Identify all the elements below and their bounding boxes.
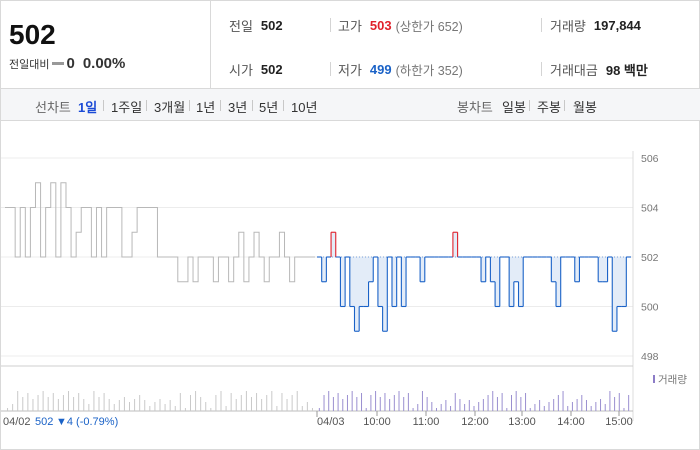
high-value: 503 bbox=[369, 17, 392, 33]
divider bbox=[541, 62, 542, 76]
candle-chart-label: 봉차트 bbox=[457, 100, 493, 115]
tab-divider bbox=[146, 100, 147, 111]
line-chart-label: 선차트 bbox=[35, 100, 71, 115]
tab-daily-candle[interactable]: 일봉 bbox=[502, 100, 526, 115]
y-tick-label: 502 bbox=[641, 252, 659, 264]
current-price: 502 bbox=[9, 19, 56, 50]
change-row: 전일대비 0 0.00% bbox=[9, 55, 125, 72]
prev-day-close: 502 bbox=[35, 416, 53, 428]
prev-close-cell: 전일 502 bbox=[229, 15, 283, 35]
high-label: 고가 bbox=[338, 18, 362, 34]
open-label: 시가 bbox=[229, 62, 253, 78]
tab-divider bbox=[189, 100, 190, 111]
time-tick-label: 14:00 bbox=[557, 416, 585, 428]
today-date: 04/03 bbox=[317, 416, 345, 428]
lower-limit: (하한가 352) bbox=[395, 63, 463, 78]
volume-cell: 거래량 197,844 bbox=[550, 15, 641, 35]
low-value: 499 bbox=[369, 61, 392, 77]
amount-label: 거래대금 bbox=[550, 62, 598, 78]
tab-3month[interactable]: 3개월 bbox=[154, 100, 186, 115]
volume-legend-swatch bbox=[653, 375, 655, 383]
prev-day-change: ▼4 (-0.79%) bbox=[56, 416, 118, 428]
divider bbox=[330, 18, 331, 32]
time-tick-label: 11:00 bbox=[413, 416, 440, 428]
prev-close-label: 전일 bbox=[229, 18, 253, 34]
today-area-fill bbox=[317, 232, 631, 332]
time-tick-label: 13:00 bbox=[508, 416, 536, 428]
tab-divider bbox=[103, 100, 104, 111]
amount-cell: 거래대금 98 백만 bbox=[550, 59, 648, 79]
high-cell: 고가 503 (상한가 652) bbox=[338, 15, 463, 35]
open-cell: 시가 502 bbox=[229, 59, 283, 79]
open-value: 502 bbox=[260, 61, 283, 77]
tab-divider bbox=[220, 100, 221, 111]
tab-3year[interactable]: 3년 bbox=[228, 100, 248, 115]
tab-1day[interactable]: 1일 bbox=[78, 100, 98, 115]
y-tick-label: 506 bbox=[641, 153, 659, 165]
time-tick-label: 12:00 bbox=[461, 416, 489, 428]
y-tick-label: 504 bbox=[641, 203, 659, 215]
current-price-box: 502 전일대비 0 0.00% bbox=[1, 1, 211, 89]
tab-monthly-candle[interactable]: 월봉 bbox=[573, 100, 597, 115]
tab-5year[interactable]: 5년 bbox=[259, 100, 279, 115]
upper-limit: (상한가 652) bbox=[395, 19, 463, 34]
y-tick-label: 500 bbox=[641, 302, 659, 314]
tab-divider bbox=[283, 100, 284, 111]
tab-divider bbox=[529, 100, 530, 111]
y-tick-label: 498 bbox=[641, 351, 659, 363]
period-tab-bar: 선차트 1일 1주일 3개월 1년 3년 5년 10년 봉차트 일봉 주봉 월봉 bbox=[1, 89, 700, 121]
tab-1week[interactable]: 1주일 bbox=[111, 100, 143, 115]
divider bbox=[330, 62, 331, 76]
tab-10year[interactable]: 10년 bbox=[291, 100, 318, 115]
time-tick-label: 10:00 bbox=[363, 416, 391, 428]
time-tick-label: 15:00 bbox=[605, 416, 633, 428]
tab-divider bbox=[252, 100, 253, 111]
tab-1year[interactable]: 1년 bbox=[196, 100, 216, 115]
low-cell: 저가 499 (하한가 352) bbox=[338, 59, 463, 79]
change-value: 0 bbox=[66, 55, 75, 72]
volume-label: 거래량 bbox=[550, 18, 586, 34]
change-label: 전일대비 bbox=[9, 58, 50, 71]
low-label: 저가 bbox=[338, 62, 362, 78]
volume-legend-label: 거래량 bbox=[658, 374, 687, 386]
flat-icon bbox=[52, 62, 65, 65]
price-summary: 502 전일대비 0 0.00% 전일 502 시가 502 고가 503 (상… bbox=[1, 1, 700, 89]
divider bbox=[541, 18, 542, 32]
tab-weekly-candle[interactable]: 주봉 bbox=[537, 100, 561, 115]
change-percent: 0.00% bbox=[82, 55, 126, 72]
prev-day-date: 04/02 bbox=[3, 416, 31, 428]
prev-day-line bbox=[5, 182, 315, 283]
volume-value: 197,844 bbox=[593, 17, 641, 33]
tab-divider bbox=[564, 100, 565, 111]
prev-close-value: 502 bbox=[260, 17, 283, 33]
amount-value: 98 백만 bbox=[605, 62, 648, 78]
